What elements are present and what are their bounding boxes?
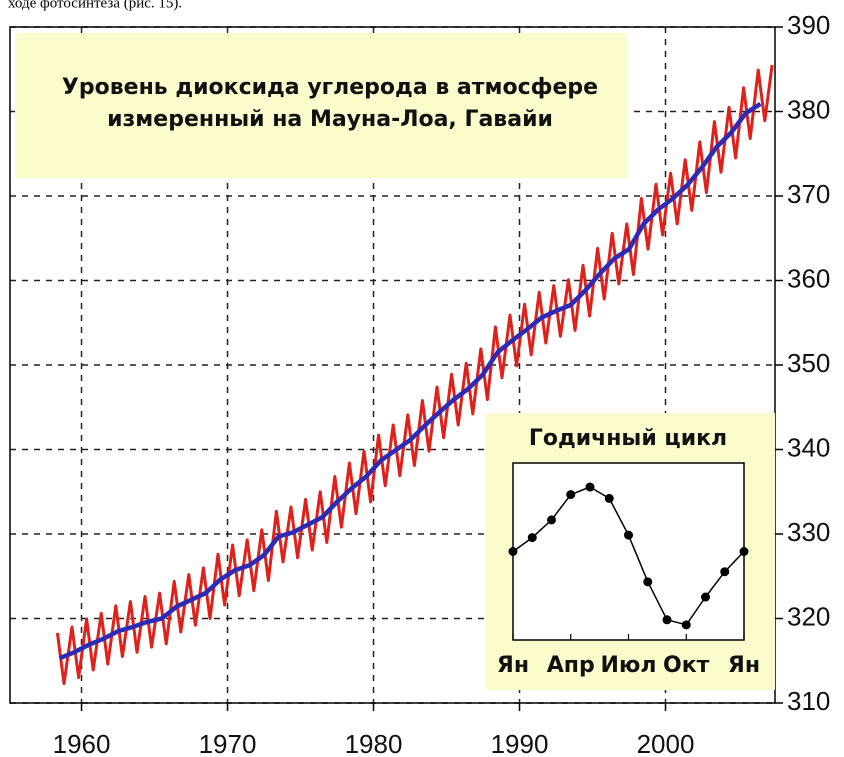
inset-title: Годичный цикл: [529, 426, 727, 451]
data-point: [604, 493, 614, 503]
title-box: [15, 33, 628, 178]
caption-fragment: ходе фотосинтеза (рис. 15).: [8, 0, 182, 11]
data-point: [739, 547, 749, 556]
data-point: [720, 567, 730, 577]
data-point: [643, 577, 653, 587]
y-tick-label: 330: [787, 517, 830, 547]
x-tick-label: 1980: [345, 729, 403, 757]
data-point: [527, 533, 537, 543]
y-tick-label: 310: [787, 686, 830, 716]
chart-title: измеренный на Мауна-Лоа, Гавайи: [107, 107, 553, 132]
data-line: [58, 102, 762, 661]
plot-frame: [9, 26, 776, 704]
x-tick-label: 1970: [199, 729, 257, 757]
y-tick-label: 380: [787, 94, 830, 124]
y-tick-label: 320: [787, 601, 830, 631]
y-tick-label: 370: [787, 179, 830, 209]
data-point: [508, 547, 518, 556]
data-point: [701, 592, 710, 602]
data-point: [566, 490, 576, 500]
data-point: [547, 515, 556, 525]
x-tick-label: Окт: [663, 653, 710, 678]
x-tick-label: Ян: [728, 653, 760, 678]
data-point: [585, 482, 595, 492]
inset-plot: [512, 462, 745, 641]
y-tick-label: 350: [787, 348, 830, 378]
data-point: [624, 530, 633, 540]
x-tick-label: 1990: [491, 729, 549, 757]
x-tick-label: Июл: [601, 653, 657, 678]
chart-title: Уровень диоксида углерода в атмосфере: [62, 75, 598, 100]
y-tick-label: 390: [787, 10, 830, 40]
data-point: [662, 615, 672, 625]
lines: [55, 64, 774, 686]
data-point: [681, 620, 691, 630]
x-tick-label: Ян: [497, 653, 529, 678]
x-tick-label: 1960: [53, 729, 111, 757]
x-tick-label: Апр: [547, 653, 595, 678]
y-tick-label: 360: [787, 263, 830, 293]
x-tick-label: 2000: [637, 729, 695, 757]
y-tick-label: 340: [787, 432, 830, 462]
inset: Ян Апр Июл Окт Ян: [497, 482, 760, 678]
data-line: [55, 64, 774, 686]
